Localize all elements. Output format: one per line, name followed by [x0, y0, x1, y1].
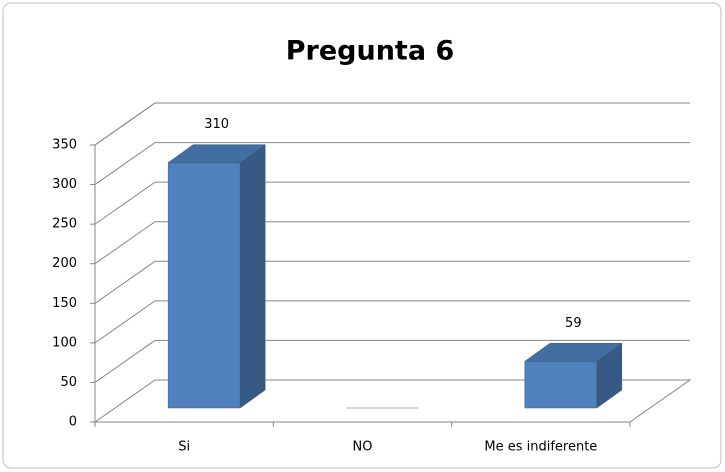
- x-tick-label: Si: [178, 440, 190, 455]
- grid-line: [94, 379, 690, 423]
- y-tick-label: 250: [52, 217, 77, 232]
- y-tick-label: 0: [69, 415, 77, 430]
- bar-side: [239, 144, 266, 409]
- bar: [524, 342, 623, 409]
- bar-front: [167, 162, 241, 409]
- grid-line: [94, 142, 690, 185]
- bar-top: [167, 144, 266, 163]
- y-tick-label: 100: [52, 335, 77, 350]
- grid-line: [94, 102, 690, 146]
- x-tick-label: NO: [353, 440, 373, 455]
- x-tick-label: Me es indiferente: [484, 440, 597, 455]
- data-label: 310: [204, 117, 229, 132]
- y-tick-label: 50: [60, 375, 77, 390]
- data-label: 59: [565, 316, 582, 331]
- y-tick-label: 350: [52, 138, 77, 153]
- grid-line: [94, 221, 690, 265]
- grid-line: [94, 300, 690, 344]
- y-tick-label: 300: [52, 177, 77, 192]
- grid-line: [94, 339, 690, 383]
- bar-front: [524, 361, 598, 409]
- y-tick-label: 200: [52, 256, 77, 271]
- grid-line: [94, 260, 690, 304]
- grid-line: [94, 181, 690, 225]
- y-tick-label: 150: [52, 296, 77, 311]
- bar: [167, 144, 266, 409]
- bar-top: [524, 343, 623, 362]
- chart-title: Pregunta 6: [286, 36, 455, 67]
